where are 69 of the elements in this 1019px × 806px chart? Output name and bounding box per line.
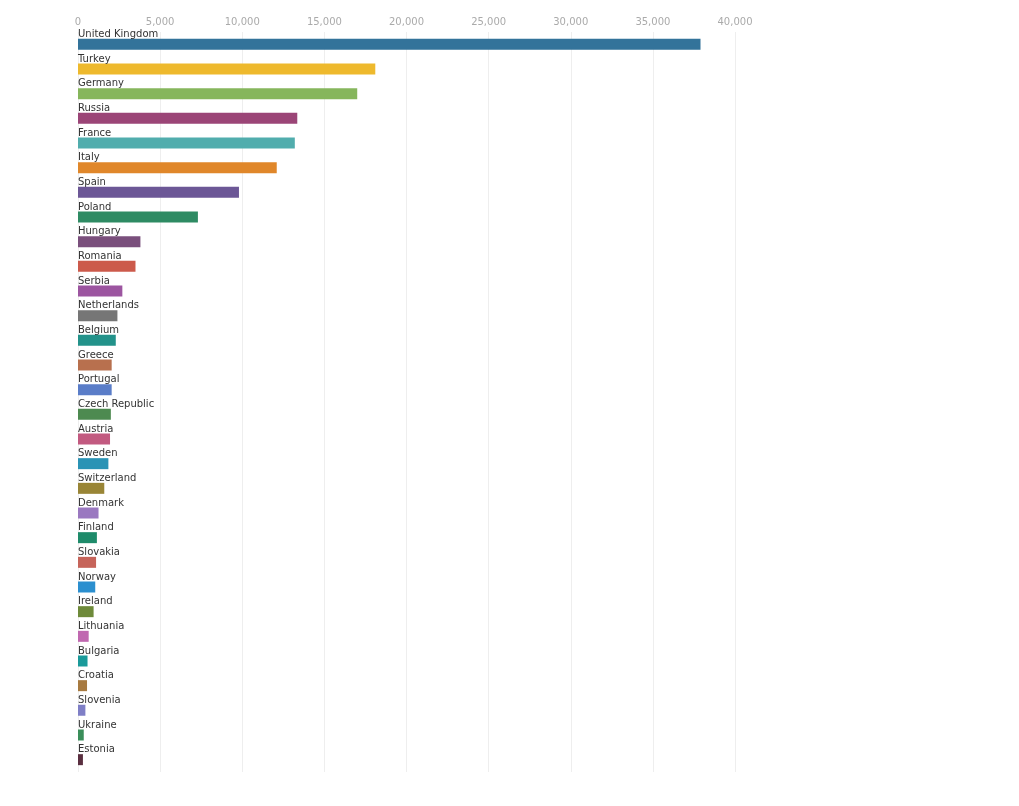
bar xyxy=(78,236,141,248)
y-tick-label: Ukraine xyxy=(78,718,117,730)
bar xyxy=(78,63,376,75)
y-tick-label: Croatia xyxy=(78,669,114,681)
bar xyxy=(78,704,86,716)
y-tick-label: Sweden xyxy=(78,447,118,459)
y-tick-label: Belgium xyxy=(78,323,119,335)
y-tick-label: Spain xyxy=(78,175,106,187)
bar xyxy=(78,211,198,223)
x-tick-label: 15,000 xyxy=(306,15,342,27)
bar xyxy=(78,433,111,445)
y-tick-label: Switzerland xyxy=(78,471,137,483)
y-tick-label: Poland xyxy=(78,200,112,212)
bar xyxy=(78,581,96,593)
y-tick-label: Portugal xyxy=(78,373,120,385)
bar xyxy=(78,38,701,50)
x-tick-label: 35,000 xyxy=(635,15,671,27)
y-tick-label: Lithuania xyxy=(78,619,125,631)
y-tick-label: France xyxy=(78,126,112,138)
bar xyxy=(78,754,83,766)
x-tick-label: 40,000 xyxy=(717,15,753,27)
y-tick-label: Italy xyxy=(78,151,100,163)
y-tick-label: Greece xyxy=(78,348,114,360)
y-tick-label: Norway xyxy=(78,570,117,582)
bar xyxy=(78,88,358,100)
y-tick-label: Slovakia xyxy=(78,545,120,557)
bar xyxy=(78,458,109,470)
y-tick-label: Denmark xyxy=(78,496,125,508)
bar xyxy=(78,556,97,568)
x-tick-label: 10,000 xyxy=(224,15,260,27)
bar xyxy=(78,359,112,371)
y-tick-label: Netherlands xyxy=(78,299,139,311)
bar xyxy=(78,112,298,124)
y-tick-label: Romania xyxy=(78,249,122,261)
y-tick-label: Russia xyxy=(78,101,111,113)
bar xyxy=(78,680,88,692)
y-tick-label: Serbia xyxy=(78,274,110,286)
bar xyxy=(78,137,295,149)
x-tick-label: 25,000 xyxy=(471,15,507,27)
bar xyxy=(78,655,88,667)
y-tick-label: Bulgaria xyxy=(78,644,120,656)
bar xyxy=(78,334,116,346)
bar xyxy=(78,729,84,741)
y-tick-label: Austria xyxy=(78,422,114,434)
x-tick-label: 0 xyxy=(74,15,82,27)
y-tick-label: Germany xyxy=(78,77,125,89)
x-tick-label: 30,000 xyxy=(553,15,589,27)
bar xyxy=(78,384,112,396)
bar xyxy=(78,260,136,272)
y-tick-label: Hungary xyxy=(78,225,121,237)
x-tick-label: 20,000 xyxy=(389,15,424,27)
y-tick-label: Finland xyxy=(78,521,114,533)
bar xyxy=(78,408,111,420)
y-tick-label: Turkey xyxy=(77,52,111,64)
y-tick-label: Czech Republic xyxy=(78,397,155,409)
bar xyxy=(78,285,123,297)
bar xyxy=(78,310,118,322)
y-tick-label: Estonia xyxy=(78,743,115,755)
bar xyxy=(78,162,277,174)
y-tick-label: United Kingdom xyxy=(78,27,159,39)
bar xyxy=(78,606,94,618)
y-tick-label: Slovenia xyxy=(78,693,121,705)
bar xyxy=(78,630,89,642)
bar xyxy=(78,482,105,494)
bar xyxy=(78,186,239,198)
y-tick-label: Ireland xyxy=(78,595,113,607)
x-tick-label: 5,000 xyxy=(145,15,175,27)
bar xyxy=(78,507,99,519)
bar xyxy=(78,532,97,544)
